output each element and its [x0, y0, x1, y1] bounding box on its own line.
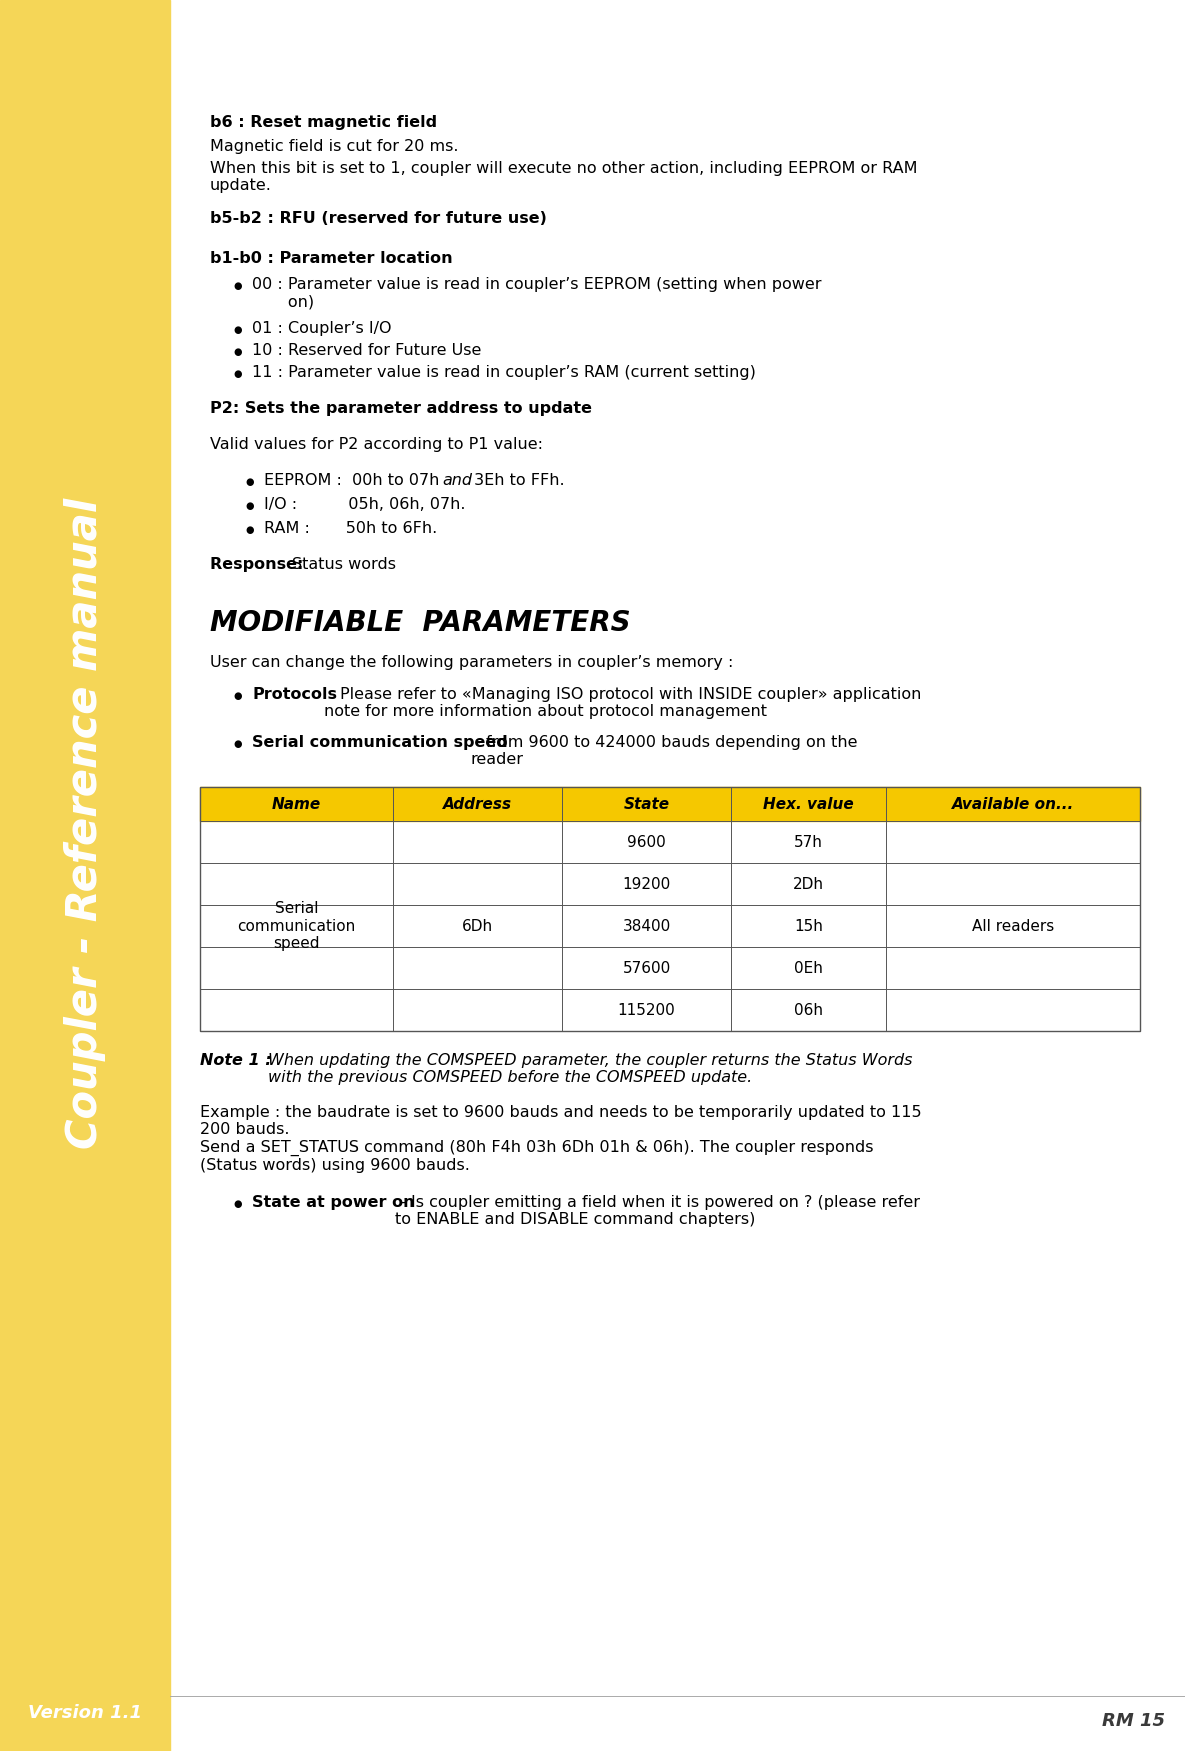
Text: 11 : Parameter value is read in coupler’s RAM (current setting): 11 : Parameter value is read in coupler’…	[252, 364, 756, 380]
Text: b6 : Reset magnetic field: b6 : Reset magnetic field	[210, 116, 437, 130]
Text: Serial
communication
speed: Serial communication speed	[237, 902, 356, 951]
Text: State at power on: State at power on	[252, 1194, 415, 1210]
Text: P2: Sets the parameter address to update: P2: Sets the parameter address to update	[210, 401, 592, 417]
Text: 57h: 57h	[794, 835, 824, 849]
Text: b5-b2 : RFU (reserved for future use): b5-b2 : RFU (reserved for future use)	[210, 212, 546, 226]
Text: 9600: 9600	[627, 835, 666, 849]
Text: Name: Name	[271, 797, 321, 811]
Text: 19200: 19200	[622, 877, 671, 891]
Text: 6Dh: 6Dh	[462, 919, 493, 933]
Text: ●: ●	[245, 476, 255, 487]
Text: RM 15: RM 15	[1102, 1712, 1165, 1730]
Text: MODIFIABLE  PARAMETERS: MODIFIABLE PARAMETERS	[210, 609, 630, 637]
Text: 3Eh to FFh.: 3Eh to FFh.	[469, 473, 564, 489]
Text: 57600: 57600	[622, 961, 671, 975]
Text: Protocols: Protocols	[252, 686, 337, 702]
Text: 00 : Parameter value is read in coupler’s EEPROM (setting when power
       on): 00 : Parameter value is read in coupler’…	[252, 277, 821, 310]
Text: RAM :       50h to 6Fh.: RAM : 50h to 6Fh.	[264, 522, 437, 536]
Text: ●: ●	[233, 326, 242, 334]
Text: User can change the following parameters in coupler’s memory :: User can change the following parameters…	[210, 655, 734, 671]
Text: b1-b0 : Parameter location: b1-b0 : Parameter location	[210, 250, 453, 266]
Text: ●: ●	[245, 501, 255, 511]
Bar	[200, 786, 1140, 1031]
Text: When this bit is set to 1, coupler will execute no other action, including EEPRO: When this bit is set to 1, coupler will …	[210, 161, 917, 193]
Text: ●: ●	[233, 692, 242, 700]
Text: - Is coupler emitting a field when it is powered on ? (please refer
to ENABLE an: - Is coupler emitting a field when it is…	[395, 1194, 920, 1227]
Text: Hex. value: Hex. value	[763, 797, 854, 811]
Text: ●: ●	[233, 347, 242, 357]
Text: EEPROM :  00h to 07h: EEPROM : 00h to 07h	[264, 473, 444, 489]
Text: 115200: 115200	[617, 1003, 675, 1017]
Text: ●: ●	[233, 280, 242, 291]
Text: Magnetic field is cut for 20 ms.: Magnetic field is cut for 20 ms.	[210, 138, 459, 154]
Text: - Please refer to «Managing ISO protocol with INSIDE coupler» application
note f: - Please refer to «Managing ISO protocol…	[324, 686, 922, 720]
Text: Address: Address	[443, 797, 512, 811]
Text: 10 : Reserved for Future Use: 10 : Reserved for Future Use	[252, 343, 481, 357]
Text: I/O :          05h, 06h, 07h.: I/O : 05h, 06h, 07h.	[264, 497, 466, 511]
Text: All readers: All readers	[972, 919, 1055, 933]
Bar	[0, 0, 169, 1751]
Text: Valid values for P2 according to P1 value:: Valid values for P2 according to P1 valu…	[210, 438, 543, 452]
Text: When updating the COMSPEED parameter, the coupler returns the Status Words
with : When updating the COMSPEED parameter, th…	[268, 1052, 912, 1086]
Bar	[200, 786, 1140, 821]
Text: 01 : Coupler’s I/O: 01 : Coupler’s I/O	[252, 320, 391, 336]
Text: and: and	[442, 473, 472, 489]
Text: ●: ●	[233, 369, 242, 378]
Bar	[200, 821, 1140, 1031]
Text: - from 9600 to 424000 bauds depending on the
reader: - from 9600 to 424000 bauds depending on…	[470, 735, 858, 767]
Text: Coupler - Reference manual: Coupler - Reference manual	[64, 497, 105, 1149]
Text: Example : the baudrate is set to 9600 bauds and needs to be temporarily updated : Example : the baudrate is set to 9600 ba…	[200, 1105, 922, 1173]
Text: 15h: 15h	[794, 919, 824, 933]
Text: Available on...: Available on...	[952, 797, 1075, 811]
Text: ●: ●	[233, 1199, 242, 1208]
Text: 06h: 06h	[794, 1003, 824, 1017]
Text: ●: ●	[233, 739, 242, 749]
Text: 38400: 38400	[622, 919, 671, 933]
Text: Note 1 :: Note 1 :	[200, 1052, 277, 1068]
Text: 2Dh: 2Dh	[793, 877, 824, 891]
Text: Status words: Status words	[292, 557, 396, 573]
Text: Version 1.1: Version 1.1	[28, 1704, 142, 1721]
Text: State: State	[623, 797, 670, 811]
Text: 0Eh: 0Eh	[794, 961, 824, 975]
Text: Serial communication speed: Serial communication speed	[252, 735, 507, 749]
Text: Response:: Response:	[210, 557, 309, 573]
Text: ●: ●	[245, 525, 255, 536]
